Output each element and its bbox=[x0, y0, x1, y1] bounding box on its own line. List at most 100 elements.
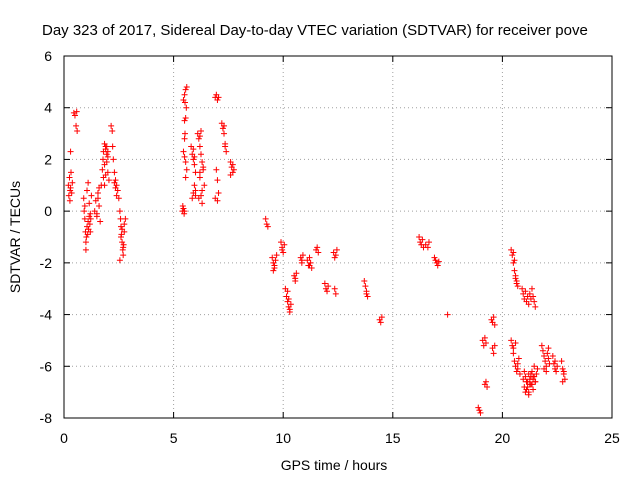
data-point bbox=[82, 246, 89, 253]
data-point bbox=[514, 365, 521, 372]
data-point bbox=[191, 161, 198, 168]
data-point bbox=[431, 254, 438, 261]
data-point bbox=[523, 378, 530, 385]
data-point bbox=[189, 195, 196, 202]
data-point bbox=[332, 290, 339, 297]
data-point bbox=[116, 208, 123, 215]
chart-title: Day 323 of 2017, Sidereal Day-to-day VTE… bbox=[42, 22, 588, 39]
data-point bbox=[482, 340, 489, 347]
data-point bbox=[490, 350, 497, 357]
data-point bbox=[222, 143, 229, 150]
data-point bbox=[81, 208, 88, 215]
data-point bbox=[105, 177, 112, 184]
data-point bbox=[482, 378, 489, 385]
data-point bbox=[221, 130, 228, 137]
data-point bbox=[321, 280, 328, 287]
data-point bbox=[531, 373, 538, 380]
data-point bbox=[86, 200, 93, 207]
data-point bbox=[543, 368, 550, 375]
data-point bbox=[196, 174, 203, 181]
data-point bbox=[511, 358, 518, 365]
data-point bbox=[333, 246, 340, 253]
data-point bbox=[179, 202, 186, 209]
data-point bbox=[314, 244, 321, 251]
x-axis-title: GPS time / hours bbox=[281, 457, 388, 473]
data-point bbox=[378, 314, 385, 321]
data-point bbox=[263, 221, 270, 228]
data-point bbox=[269, 254, 276, 261]
data-point bbox=[285, 296, 292, 303]
data-point bbox=[530, 293, 537, 300]
data-point bbox=[81, 215, 88, 222]
y-tick-label: -6 bbox=[40, 358, 53, 374]
data-point bbox=[530, 386, 537, 393]
data-point bbox=[361, 277, 368, 284]
data-point bbox=[201, 182, 208, 189]
data-point bbox=[262, 215, 269, 222]
data-point bbox=[264, 223, 271, 230]
data-point bbox=[416, 234, 423, 240]
data-point bbox=[87, 215, 94, 222]
axis-ticks bbox=[63, 55, 613, 419]
data-point bbox=[200, 164, 207, 171]
y-tick-label: -4 bbox=[40, 307, 53, 323]
data-point bbox=[227, 171, 234, 178]
data-point bbox=[271, 262, 278, 269]
data-point bbox=[307, 259, 314, 266]
y-tick-label: -2 bbox=[40, 255, 53, 271]
data-point bbox=[219, 125, 226, 132]
data-point bbox=[191, 182, 198, 189]
data-point bbox=[306, 254, 313, 261]
data-point bbox=[86, 221, 93, 228]
data-point bbox=[183, 104, 190, 111]
data-point bbox=[215, 94, 222, 101]
data-point bbox=[198, 127, 204, 134]
data-point bbox=[70, 109, 77, 116]
y-tick-label: 0 bbox=[44, 203, 52, 219]
data-point bbox=[331, 285, 338, 292]
data-point bbox=[522, 288, 529, 295]
data-point bbox=[484, 383, 491, 390]
data-point bbox=[122, 215, 129, 222]
data-point bbox=[182, 115, 189, 122]
data-point bbox=[180, 96, 187, 103]
x-tick-label: 25 bbox=[604, 430, 620, 446]
data-point bbox=[541, 352, 548, 359]
data-point bbox=[525, 389, 532, 396]
data-point bbox=[101, 182, 108, 189]
data-point bbox=[284, 288, 291, 295]
data-point bbox=[331, 254, 338, 261]
y-axis-title: SDTVAR / TECUs bbox=[7, 181, 23, 293]
data-point bbox=[111, 179, 118, 186]
data-point bbox=[475, 404, 482, 411]
data-point bbox=[531, 298, 538, 305]
data-point bbox=[528, 381, 535, 388]
data-point bbox=[195, 135, 202, 142]
data-point bbox=[278, 239, 285, 246]
data-point bbox=[102, 171, 109, 178]
data-point bbox=[491, 321, 498, 328]
x-tick-label: 10 bbox=[275, 430, 291, 446]
data-point bbox=[512, 272, 519, 279]
data-point bbox=[545, 345, 552, 352]
data-point bbox=[510, 249, 517, 256]
data-point bbox=[515, 355, 522, 362]
data-point bbox=[196, 133, 203, 140]
data-point bbox=[74, 127, 81, 134]
data-point bbox=[82, 239, 89, 246]
data-point bbox=[67, 187, 74, 194]
data-point bbox=[549, 352, 556, 359]
data-point bbox=[306, 262, 313, 269]
data-point bbox=[196, 143, 203, 150]
data-point bbox=[425, 239, 432, 246]
data-point bbox=[511, 267, 518, 274]
data-point bbox=[223, 148, 230, 155]
data-point bbox=[545, 355, 552, 362]
data-point bbox=[521, 368, 528, 375]
data-point bbox=[509, 342, 516, 349]
data-point bbox=[287, 301, 294, 308]
data-point bbox=[510, 345, 517, 352]
data-point bbox=[229, 161, 236, 168]
data-point bbox=[183, 166, 190, 173]
